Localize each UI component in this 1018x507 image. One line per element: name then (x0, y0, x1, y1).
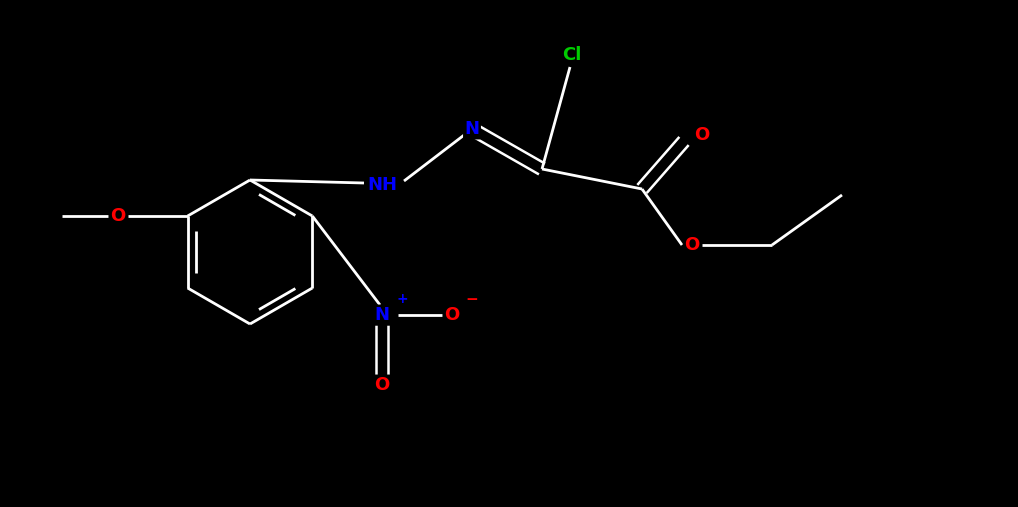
Text: N: N (375, 306, 390, 324)
Text: N: N (464, 120, 479, 138)
Text: NH: NH (367, 176, 397, 194)
Text: +: + (396, 292, 408, 306)
Text: O: O (375, 376, 390, 394)
Text: O: O (694, 126, 710, 144)
Text: Cl: Cl (562, 46, 581, 64)
Text: O: O (110, 207, 125, 225)
Text: O: O (684, 236, 699, 254)
Text: O: O (445, 306, 459, 324)
Text: −: − (465, 292, 478, 307)
